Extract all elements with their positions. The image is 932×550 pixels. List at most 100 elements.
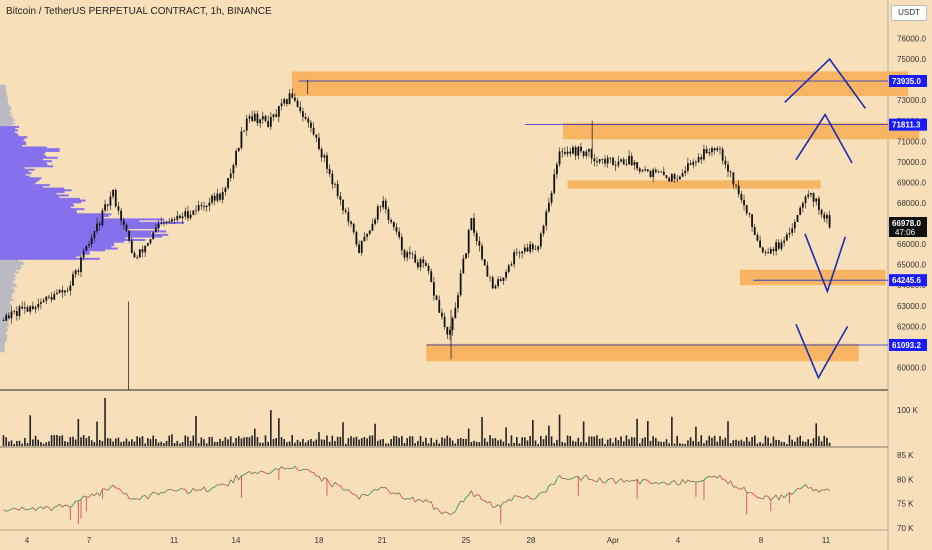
up-arrow-drawing[interactable]	[795, 113, 853, 164]
indicator-segment	[666, 483, 670, 486]
volume-profile-bin	[0, 180, 38, 183]
candle-body	[72, 274, 74, 286]
indicator-segment	[94, 492, 98, 496]
candle-body	[689, 163, 692, 165]
candle-body	[462, 258, 465, 274]
candle-body	[775, 242, 778, 252]
candle-body	[352, 223, 355, 233]
indicator-segment	[142, 494, 146, 497]
indicator-segment	[751, 492, 756, 496]
volume-bar	[459, 437, 462, 446]
candle-body	[88, 244, 90, 246]
volume-bar	[278, 418, 280, 446]
down-arrow-drawing[interactable]	[795, 323, 849, 380]
volume-bar	[802, 441, 804, 446]
candle-body	[510, 264, 513, 266]
volume-bar	[622, 441, 625, 446]
candle-body	[203, 206, 205, 208]
candle-body	[171, 219, 173, 222]
indicator-segment	[754, 494, 758, 499]
candle-body	[339, 196, 342, 200]
volume-bar	[128, 441, 130, 446]
candle-body	[336, 183, 339, 197]
indicator-segment	[80, 495, 85, 500]
volume-bar	[211, 436, 213, 446]
candle-body	[416, 262, 419, 268]
volume-bar	[280, 437, 283, 446]
volume-profile-bin	[0, 120, 13, 123]
time-axis-tick: 25	[462, 536, 471, 545]
indicator-segment	[225, 484, 229, 487]
volume-bar	[256, 437, 259, 446]
candle-body	[467, 230, 470, 254]
volume-profile-bin	[0, 137, 25, 140]
indicator-segment	[719, 475, 724, 480]
indicator-segment	[537, 492, 542, 496]
volume-bar	[815, 423, 818, 446]
candle-body	[542, 225, 545, 234]
volume-profile-bin	[0, 326, 7, 329]
volume-bar	[286, 442, 288, 446]
up-arrow-drawing[interactable]	[784, 57, 867, 109]
candle-body	[318, 137, 320, 150]
indicator-segment	[642, 479, 646, 481]
volume-profile-bin	[0, 182, 36, 185]
indicator-segment	[257, 471, 261, 475]
candle-body	[277, 106, 280, 117]
volume-profile-bin	[0, 218, 165, 221]
volume-profile-bin	[0, 225, 161, 228]
candle-body	[162, 222, 165, 224]
volume-bar	[641, 438, 644, 446]
indicator-segment	[396, 492, 400, 495]
candle-body	[785, 234, 788, 241]
volume-bar	[176, 440, 179, 446]
volume-profile-bin	[0, 192, 57, 195]
volume-bar	[663, 441, 665, 446]
supply-demand-zone	[740, 269, 886, 286]
time-axis-tick: 21	[378, 536, 387, 545]
candle-body	[612, 157, 614, 166]
candle-body	[42, 300, 45, 303]
volume-bar	[826, 437, 828, 446]
candle-body	[312, 127, 315, 135]
volume-bar	[604, 443, 606, 446]
volume-profile-bin	[0, 280, 14, 283]
candle-body	[326, 155, 328, 169]
volume-bar	[462, 438, 465, 446]
candle-body	[761, 247, 764, 253]
indicator-segment	[658, 482, 662, 485]
indicator-segment	[476, 494, 480, 496]
candle-body	[475, 232, 478, 242]
indicator-segment	[535, 494, 539, 499]
volume-bar	[272, 439, 275, 446]
volume-bar	[794, 441, 796, 446]
candle-body	[229, 173, 232, 179]
volume-bar	[299, 441, 302, 446]
indicator-segment	[428, 501, 432, 503]
volume-profile-bin	[0, 96, 8, 99]
candle-body	[614, 165, 617, 166]
candle-body	[518, 252, 521, 254]
candle-body	[264, 116, 267, 122]
volume-bar	[473, 440, 475, 446]
volume-bar	[5, 437, 7, 446]
indicator-segment	[495, 504, 499, 508]
volume-profile-bin	[0, 245, 112, 248]
candle-body	[815, 198, 818, 202]
volume-bar	[411, 436, 414, 446]
volume-bar	[449, 437, 451, 446]
volume-bar	[791, 439, 793, 446]
down-arrow-drawing[interactable]	[804, 233, 847, 294]
indicator-segment	[420, 499, 424, 503]
candle-body	[253, 113, 256, 121]
volume-bar	[291, 435, 294, 446]
current-price-tag	[889, 217, 927, 238]
currency-unit-button[interactable]: USDT	[891, 5, 927, 21]
volume-bar	[366, 438, 368, 446]
volume-bar	[149, 439, 152, 446]
volume-bar	[617, 440, 620, 446]
volume-bar	[229, 436, 232, 446]
volume-bar	[735, 439, 737, 446]
